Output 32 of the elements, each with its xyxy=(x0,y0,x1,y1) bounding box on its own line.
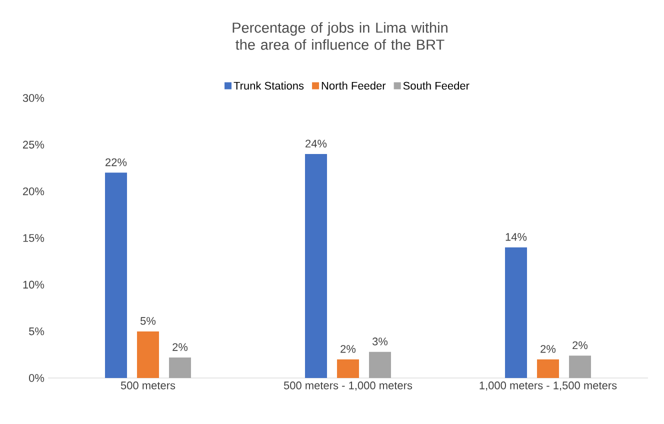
bar xyxy=(105,172,128,378)
x-tick-label: 500 meters xyxy=(120,382,176,390)
y-tick-label: 0% xyxy=(28,374,44,382)
y-tick-label: 10% xyxy=(23,280,44,289)
y-tick-label: 15% xyxy=(23,234,44,242)
y-tick-label: 20% xyxy=(23,187,44,196)
data-label: 2% xyxy=(172,343,188,351)
chart-title: Percentage of jobs in Lima within the area of influence of the BRT xyxy=(232,22,448,50)
legend-label: South Feeder xyxy=(403,82,470,90)
bar xyxy=(505,247,528,378)
data-label: 14% xyxy=(506,233,527,241)
data-label: 24% xyxy=(306,140,327,148)
legend-label: North Feeder xyxy=(322,82,386,90)
bar xyxy=(137,331,159,378)
data-label: 3% xyxy=(372,338,388,346)
bar xyxy=(337,359,360,378)
data-label: 2% xyxy=(572,341,588,350)
data-label: 2% xyxy=(340,345,356,353)
y-tick-label: 5% xyxy=(29,327,44,336)
bar xyxy=(537,359,560,378)
y-tick-label: 25% xyxy=(23,140,44,149)
x-tick-label: 1,000 meters - 1,500 meters xyxy=(480,382,617,391)
bar xyxy=(369,352,392,378)
x-tick-label: 500 meters - 1,000 meters xyxy=(284,382,412,391)
bar xyxy=(569,356,592,378)
bar xyxy=(169,357,192,378)
data-label: 2% xyxy=(540,345,556,353)
data-label: 22% xyxy=(106,158,127,166)
y-tick-label: 30% xyxy=(22,94,44,102)
data-label: 5% xyxy=(140,317,156,325)
legend-label: Trunk Stations xyxy=(234,82,304,90)
bar xyxy=(305,154,328,378)
